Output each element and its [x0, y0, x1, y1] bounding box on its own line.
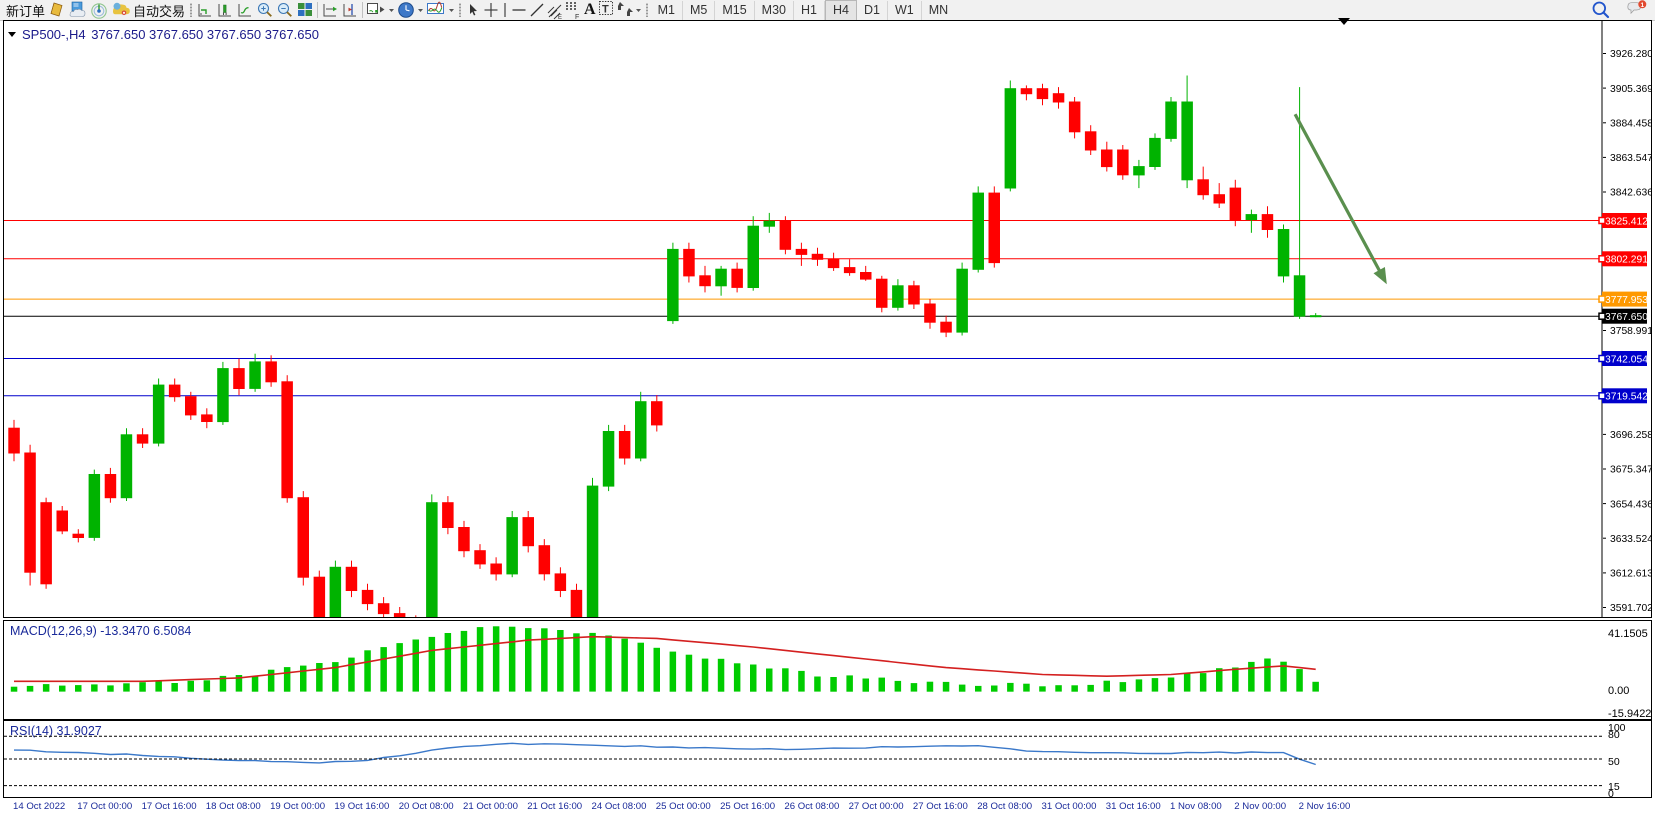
svg-text:3926.280: 3926.280 — [1610, 49, 1652, 60]
svg-text:3767.650: 3767.650 — [1605, 312, 1648, 323]
svg-text:3842.636: 3842.636 — [1610, 188, 1652, 199]
svg-text:3591.702: 3591.702 — [1610, 603, 1652, 614]
svg-text:3758.991: 3758.991 — [1610, 326, 1652, 337]
svg-text:3696.258: 3696.258 — [1610, 430, 1652, 441]
svg-text:1: 1 — [1640, 2, 1644, 9]
svg-text:3802.291: 3802.291 — [1605, 255, 1648, 266]
svg-text:3884.458: 3884.458 — [1610, 119, 1652, 130]
svg-text:3675.347: 3675.347 — [1610, 465, 1652, 476]
svg-text:3719.542: 3719.542 — [1605, 392, 1648, 403]
svg-text:3654.436: 3654.436 — [1610, 499, 1652, 510]
svg-text:3612.613: 3612.613 — [1610, 569, 1652, 580]
svg-text:3863.547: 3863.547 — [1610, 153, 1652, 164]
svg-text:3905.369: 3905.369 — [1610, 84, 1652, 95]
svg-text:3742.054: 3742.054 — [1605, 354, 1648, 365]
svg-text:3633.524: 3633.524 — [1610, 534, 1652, 545]
svg-text:3825.412: 3825.412 — [1605, 216, 1648, 227]
svg-text:T: T — [602, 4, 609, 16]
svg-text:3777.953: 3777.953 — [1605, 295, 1648, 306]
